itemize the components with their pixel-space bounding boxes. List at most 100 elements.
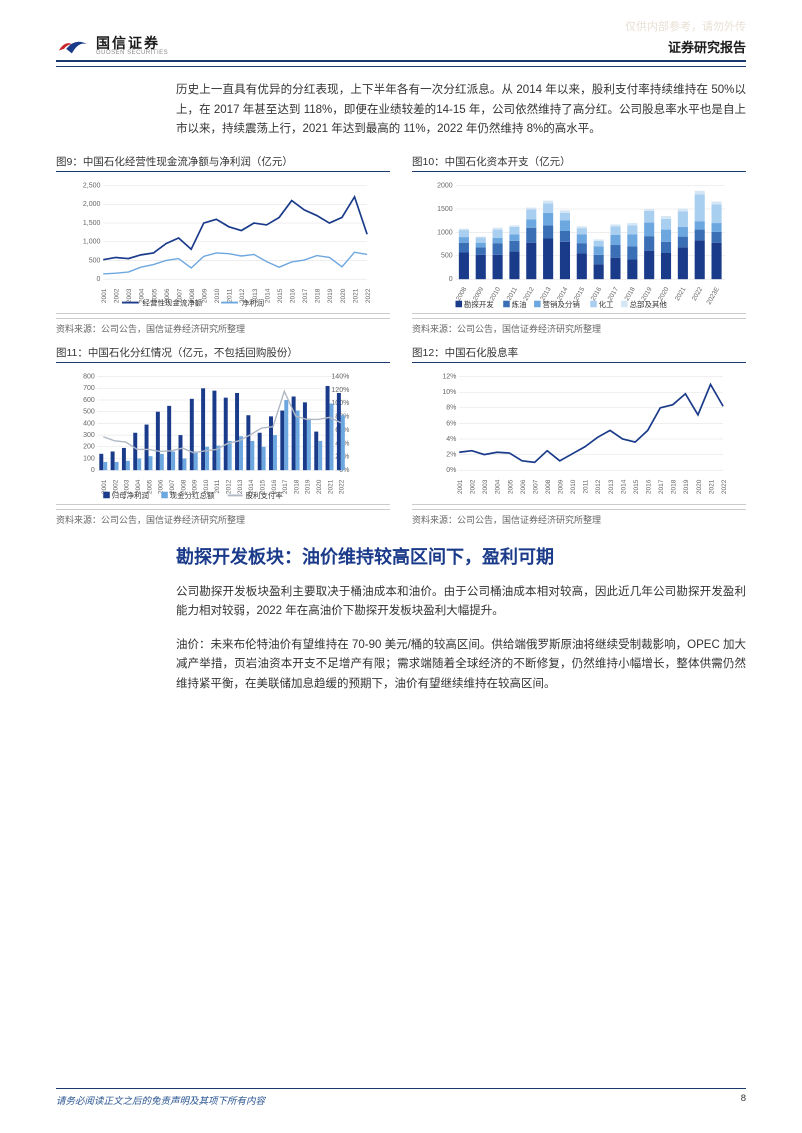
- svg-text:2010: 2010: [570, 479, 577, 494]
- charts-row-2: 图11：中国石化分红情况（亿元，不包括回购股份） 0 100 200 300 400 50…: [56, 345, 746, 526]
- chart-10: 图10：中国石化资本开支（亿元） 05001000150020002008200…: [412, 154, 746, 335]
- svg-text:200: 200: [83, 443, 95, 450]
- svg-text:2016: 2016: [290, 288, 297, 303]
- page-header: 国信证券 GUOSEN SECURITIES 证券研究报告: [56, 36, 746, 62]
- svg-text:2020: 2020: [696, 479, 703, 494]
- svg-text:2,500: 2,500: [83, 182, 101, 189]
- svg-text:现金分红总额: 现金分红总额: [170, 490, 215, 500]
- svg-text:2,000: 2,000: [83, 201, 101, 208]
- svg-text:0: 0: [97, 276, 101, 283]
- svg-text:2005: 2005: [507, 479, 514, 494]
- svg-text:2017: 2017: [282, 479, 289, 494]
- svg-text:1500: 1500: [437, 206, 453, 213]
- svg-text:140%: 140%: [331, 373, 349, 380]
- svg-text:2008: 2008: [545, 479, 552, 494]
- svg-text:2010: 2010: [214, 288, 221, 303]
- svg-text:2009: 2009: [558, 479, 565, 494]
- svg-text:2015: 2015: [277, 288, 284, 303]
- svg-text:2019: 2019: [305, 479, 312, 494]
- svg-text:1,000: 1,000: [83, 238, 101, 245]
- svg-text:10%: 10%: [442, 389, 456, 396]
- svg-text:2014: 2014: [620, 479, 627, 494]
- svg-text:120%: 120%: [331, 386, 349, 393]
- svg-text:2011: 2011: [583, 479, 590, 493]
- watermark: 仅供内部参考，请勿外传: [625, 18, 746, 34]
- svg-text:800: 800: [83, 373, 95, 380]
- page-footer: 请务必阅读正文之后的免责声明及其项下所有内容 8: [56, 1088, 746, 1107]
- chart-12-title: 图12：中国石化股息率: [412, 345, 746, 363]
- chart-10-title: 图10：中国石化资本开支（亿元）: [412, 154, 746, 172]
- chart-10-source: 资料来源：公司公告，国信证券经济研究所整理: [412, 318, 746, 335]
- svg-text:6%: 6%: [446, 420, 456, 427]
- svg-text:2003: 2003: [126, 288, 133, 303]
- svg-text:炼油: 炼油: [512, 299, 527, 309]
- report-type: 证券研究报告: [668, 37, 746, 56]
- svg-text:勘探开发: 勘探开发: [464, 299, 494, 309]
- footer-disclaimer: 请务必阅读正文之后的免责声明及其项下所有内容: [56, 1093, 265, 1107]
- logo-text-cn: 国信证券: [96, 36, 168, 50]
- svg-text:净利润: 净利润: [242, 297, 264, 307]
- logo-icon: [56, 36, 90, 56]
- svg-text:2%: 2%: [446, 451, 456, 458]
- svg-text:2000: 2000: [437, 182, 453, 189]
- svg-text:4%: 4%: [446, 436, 456, 443]
- svg-text:12%: 12%: [442, 373, 456, 380]
- svg-text:2018: 2018: [293, 479, 300, 494]
- svg-text:2019: 2019: [683, 479, 690, 494]
- chart-11-svg: 01002003004005006007008000%20%40%60%80%1…: [56, 371, 390, 502]
- svg-text:2018: 2018: [315, 288, 322, 303]
- svg-text:0: 0: [91, 467, 95, 474]
- logo-text-en: GUOSEN SECURITIES: [96, 50, 168, 56]
- svg-text:2020: 2020: [316, 479, 323, 494]
- svg-text:2023E: 2023E: [706, 285, 722, 305]
- svg-text:2022: 2022: [691, 285, 705, 301]
- page-number: 8: [741, 1093, 746, 1107]
- svg-text:2012: 2012: [226, 479, 233, 494]
- svg-text:2013: 2013: [608, 479, 615, 494]
- chart-11: 图11：中国石化分红情况（亿元，不包括回购股份） 0 100 200 300 400 50…: [56, 345, 390, 526]
- svg-text:700: 700: [83, 385, 95, 392]
- svg-text:归母净利润: 归母净利润: [112, 490, 149, 500]
- svg-text:500: 500: [83, 408, 95, 415]
- svg-text:2002: 2002: [470, 479, 477, 494]
- svg-text:2016: 2016: [646, 479, 653, 494]
- svg-text:2004: 2004: [495, 479, 502, 494]
- svg-text:化工: 化工: [599, 299, 614, 309]
- svg-text:600: 600: [83, 397, 95, 404]
- svg-text:300: 300: [83, 432, 95, 439]
- paragraph-2: 公司勘探开发板块盈利主要取决于桶油成本和油价。由于公司桶油成本相对较高，因此近几…: [176, 583, 746, 622]
- svg-text:2007: 2007: [532, 479, 539, 494]
- intro-paragraph: 历史上一直具有优异的分红表现，上下半年各有一次分红派息。从 2014 年以来，股…: [176, 81, 746, 140]
- svg-text:2021: 2021: [327, 479, 334, 494]
- svg-text:2022: 2022: [365, 288, 372, 303]
- chart-9: 图9：中国石化经营性现金流净额与净利润（亿元） 05001,0001,5002,…: [56, 154, 390, 335]
- svg-text:8%: 8%: [446, 404, 456, 411]
- svg-text:2022: 2022: [721, 479, 728, 494]
- chart-12-svg: 0%2%4%6%8%10%12%200120022003200420052006…: [412, 371, 746, 502]
- svg-text:400: 400: [83, 420, 95, 427]
- svg-text:500: 500: [441, 252, 453, 259]
- chart-11-title: 图11：中国石化分红情况（亿元，不包括回购股份）: [56, 345, 390, 363]
- svg-text:2017: 2017: [302, 288, 309, 303]
- chart-12-source: 资料来源：公司公告，国信证券经济研究所整理: [412, 509, 746, 526]
- charts-row-1: 图9：中国石化经营性现金流净额与净利润（亿元） 0 500 1,000 1,500 2,…: [56, 154, 746, 335]
- svg-text:营销及分销: 营销及分销: [543, 299, 581, 309]
- svg-text:0%: 0%: [446, 467, 456, 474]
- chart-9-title: 图9：中国石化经营性现金流净额与净利润（亿元）: [56, 154, 390, 172]
- svg-text:2013: 2013: [237, 479, 244, 494]
- section-heading: 勘探开发板块：油价维持较高区间下，盈利可期: [176, 544, 746, 571]
- svg-text:2009: 2009: [202, 288, 209, 303]
- header-rule: [56, 66, 746, 67]
- paragraph-3: 油价：未来布伦特油价有望维持在 70-90 美元/桶的较高区间。供给端俄罗斯原油…: [176, 636, 746, 695]
- svg-text:2021: 2021: [674, 285, 688, 301]
- svg-text:2021: 2021: [708, 479, 715, 494]
- svg-text:2021: 2021: [352, 288, 359, 303]
- chart-11-source: 资料来源：公司公告，国信证券经济研究所整理: [56, 509, 390, 526]
- svg-text:2015: 2015: [633, 479, 640, 494]
- svg-text:1,500: 1,500: [83, 220, 101, 227]
- svg-text:100: 100: [83, 455, 95, 462]
- svg-text:2018: 2018: [671, 479, 678, 494]
- chart-12: 图12：中国石化股息率 0%2%4%6%8%10%12%200120022003…: [412, 345, 746, 526]
- svg-text:经营性现金流净额: 经营性现金流净额: [143, 297, 203, 307]
- svg-text:2012: 2012: [595, 479, 602, 494]
